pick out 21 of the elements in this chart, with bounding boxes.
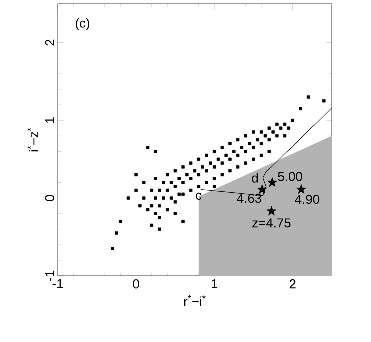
x-tick-label: 0 — [133, 280, 140, 289]
x-tick-label: -1 — [52, 280, 64, 288]
annotation: 5.00 — [278, 172, 302, 182]
annotation: 4.90 — [295, 194, 320, 204]
y-tick-label: -1 — [46, 270, 54, 282]
y-tick-label: 1 — [46, 118, 54, 124]
x-tick-label: 1 — [212, 280, 218, 288]
annotation: d — [252, 173, 258, 183]
annotation: c — [196, 192, 202, 200]
annotation: z=4.75 — [252, 218, 291, 228]
point — [257, 184, 268, 194]
x-axis-title: r$^{*}$−i$^{*}$ — [184, 296, 206, 306]
annotation: (c) — [76, 18, 90, 30]
y-tick-label: 0 — [45, 195, 54, 202]
y-tick-label: 2 — [45, 40, 54, 46]
point — [266, 206, 277, 216]
point — [296, 184, 306, 194]
y-axis-title: i$^{*}$−z$^{*}$ — [28, 128, 38, 152]
point — [268, 178, 278, 187]
annotation: 4.63 — [237, 194, 262, 204]
x-tick-label: 2 — [290, 280, 296, 289]
